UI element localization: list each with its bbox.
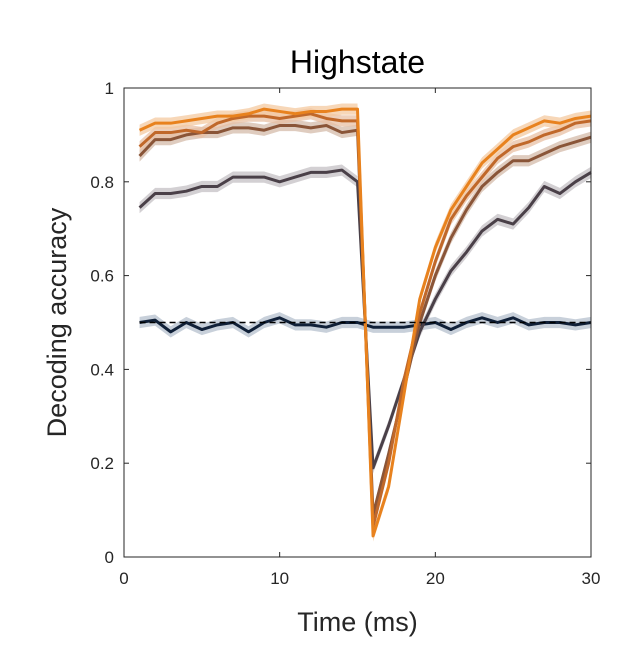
series-lines [138, 107, 592, 538]
x-tick-label: 10 [270, 569, 289, 588]
y-tick-label: 0.8 [90, 173, 114, 192]
x-tick-label: 20 [426, 569, 445, 588]
series-band-3 [139, 164, 592, 474]
x-axis-label: Time (ms) [297, 607, 417, 637]
y-tick-label: 0.6 [90, 267, 114, 286]
y-tick-label: 0.4 [90, 360, 114, 379]
y-tick-label: 1 [105, 79, 114, 98]
chart-title: Highstate [290, 44, 425, 80]
x-tick-label: 0 [119, 569, 128, 588]
x-tick-label: 30 [582, 569, 601, 588]
axes-box [123, 87, 592, 558]
y-tick-label: 0.2 [90, 454, 114, 473]
axis-ticks: 0 10 20 30 0 0.2 0.4 0.6 0.8 1 [90, 79, 600, 588]
y-axis-label: Decoding accuracy [42, 207, 72, 437]
y-tick-label: 0 [105, 548, 114, 567]
